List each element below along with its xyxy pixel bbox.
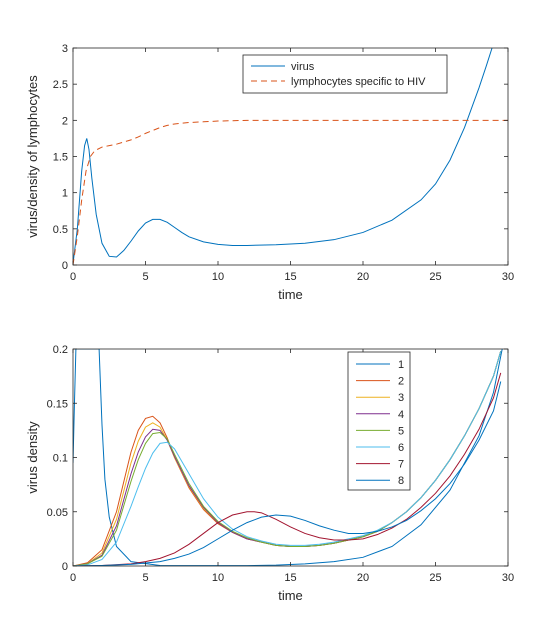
legend: 1 2 3 4 5 6 7 8 [347,351,411,491]
y-tick-label: 0.2 [53,344,68,356]
legend-label-1: 1 [398,359,404,371]
legend-label-2: lymphocytes specific to HIV [291,76,426,88]
legend-label-3: 3 [398,392,404,404]
x-tick-label: 25 [429,271,441,283]
chart-1: 0 5 10 15 20 25 30 0 0.5 1 1.5 2 2.5 3 time virus/densi… [25,43,514,302]
legend: virus lymphocytes specific to HIV [242,54,448,94]
x-tick-label: 15 [284,572,296,584]
x-axis-label: time [278,287,303,302]
x-tick-label: 30 [502,572,514,584]
x-tick-label: 20 [357,572,369,584]
y-tick-label: 0.15 [47,398,68,410]
legend-label-5: 5 [398,425,404,437]
y-axis-label: virus/density of lymphocytes [25,75,40,238]
x-tick-label: 10 [212,271,224,283]
y-tick-label: 2.5 [53,79,68,91]
y-tick-label: 0 [62,561,68,573]
y-tick-label: 0 [62,260,68,272]
y-tick-label: 1.5 [53,152,68,164]
y-tick-label: 0.1 [53,453,68,465]
legend-label-8: 8 [398,475,404,487]
legend-label-6: 6 [398,442,404,454]
legend-box [347,351,411,491]
series-line-8 [73,381,502,566]
y-tick-label: 3 [62,43,68,55]
legend-label-2: 2 [398,376,404,388]
y-axis-label: virus density [25,421,40,494]
legend-box [242,54,448,94]
y-tick-label: 1 [62,188,68,200]
y-tick-label: 2 [62,115,68,127]
x-tick-label: 15 [284,271,296,283]
x-tick-label: 5 [142,572,148,584]
y-tick-label: 0.5 [53,224,68,236]
legend-label-4: 4 [398,409,404,421]
plot-area [73,349,508,566]
series-line-7 [73,372,502,566]
x-tick-label: 30 [502,271,514,283]
x-tick-label: 0 [70,271,76,283]
x-tick-label: 0 [70,572,76,584]
series-line-2 [73,119,508,265]
series-line-1 [73,349,503,566]
x-tick-label: 10 [212,572,224,584]
legend-label-7: 7 [398,459,404,471]
series-line-1 [73,48,493,264]
x-axis-label: time [278,588,303,603]
x-tick-label: 5 [142,271,148,283]
legend-label-1: virus [291,61,315,73]
x-tick-label: 25 [429,572,441,584]
series-line-6 [73,351,502,566]
x-tick-label: 20 [357,271,369,283]
y-tick-label: 0.05 [47,507,68,519]
